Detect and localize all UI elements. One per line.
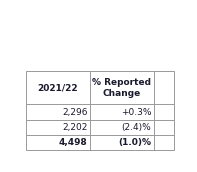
Bar xyxy=(26,71,174,150)
Text: 2,202: 2,202 xyxy=(62,123,87,132)
Text: 2,296: 2,296 xyxy=(62,108,87,116)
Text: +0.3%: +0.3% xyxy=(121,108,151,116)
Text: 4,498: 4,498 xyxy=(59,138,87,147)
Text: (1.0)%: (1.0)% xyxy=(118,138,151,147)
Text: (2.4)%: (2.4)% xyxy=(122,123,151,132)
Text: 2021/22: 2021/22 xyxy=(38,83,78,92)
Text: % Reported
Change: % Reported Change xyxy=(92,78,151,98)
